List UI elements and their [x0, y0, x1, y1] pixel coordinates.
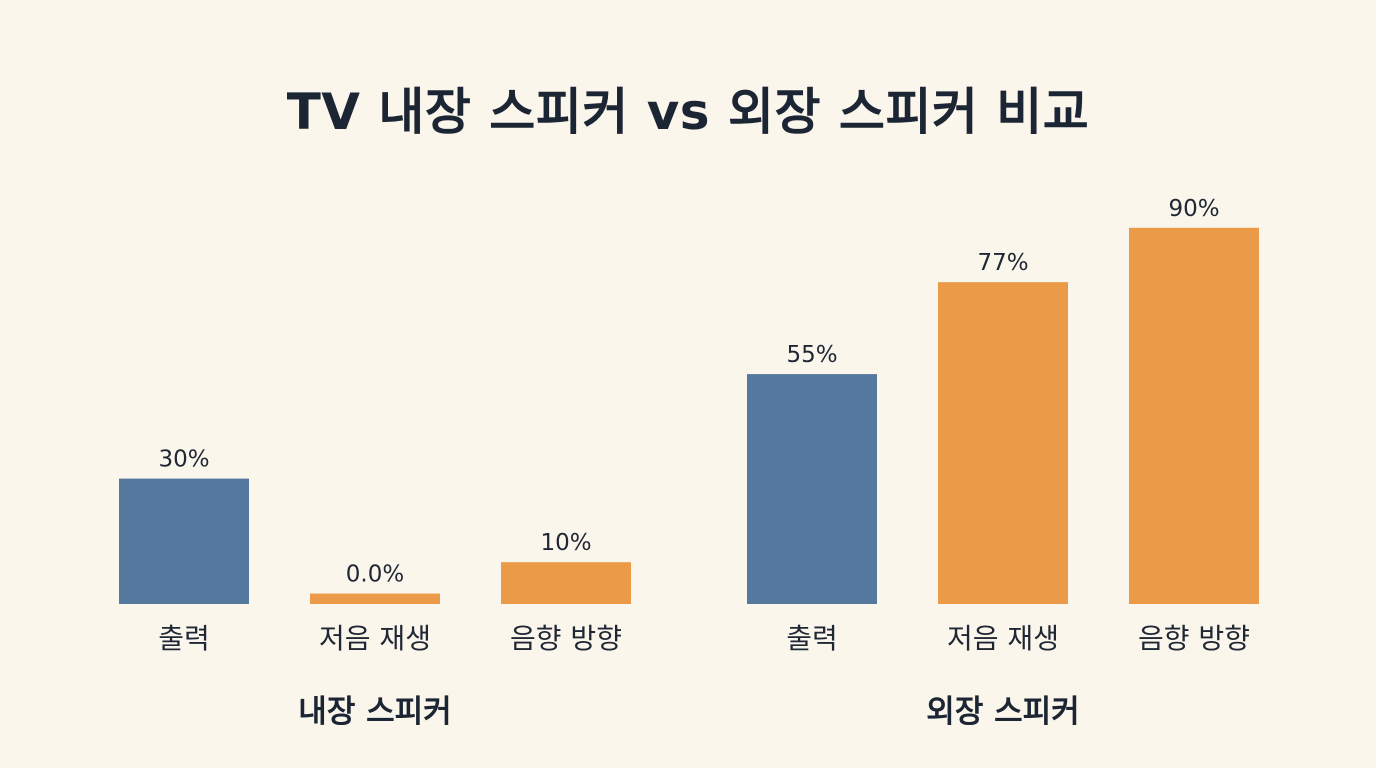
chart-title: TV 내장 스피커 vs 외장 스피커 비교	[286, 83, 1090, 141]
group-label-2: 외장 스피커	[926, 694, 1079, 730]
category-label-2-1: 출력	[786, 622, 838, 655]
bar-2-1	[747, 374, 877, 604]
data-label-1-3: 10%	[540, 530, 591, 556]
category-label-1-1: 출력	[158, 622, 210, 655]
bar-2-3	[1129, 227, 1259, 605]
group-label-1: 내장 스피커	[298, 694, 451, 730]
data-label-2-2: 77%	[977, 250, 1028, 276]
data-label-1-1: 30%	[158, 447, 209, 473]
category-label-1-3: 음향 방향	[510, 622, 622, 655]
data-label-2-1: 55%	[786, 342, 837, 368]
bar-1-3	[501, 562, 631, 604]
data-label-2-3: 90%	[1168, 196, 1219, 222]
category-label-2-3: 음향 방향	[1138, 622, 1250, 655]
bar-2-2	[938, 282, 1068, 604]
category-label-1-2: 저음 재생	[319, 622, 431, 655]
bar-1-1	[119, 478, 249, 604]
bar-1-2	[310, 593, 440, 604]
data-label-1-2: 0.0%	[346, 562, 404, 588]
category-label-2-2: 저음 재생	[947, 622, 1059, 655]
